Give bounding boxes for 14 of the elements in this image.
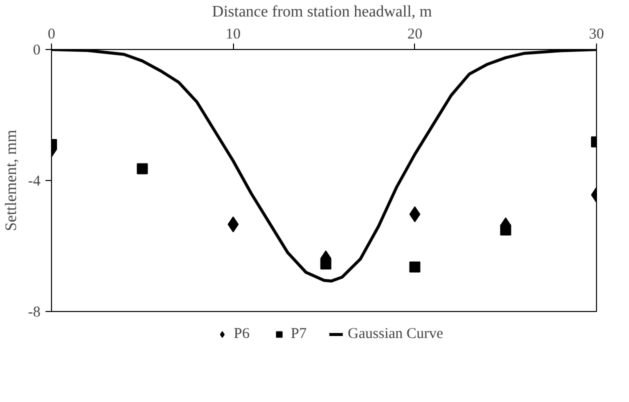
- y-axis-title: Settlement, mm: [3, 129, 20, 232]
- legend-label: Gaussian Curve: [348, 326, 444, 342]
- legend-label: P7: [290, 326, 308, 342]
- point: [409, 261, 420, 272]
- y-tick-label: -4: [28, 174, 41, 190]
- legend-label: P6: [234, 326, 251, 342]
- x-tick-label: 10: [226, 26, 241, 42]
- x-axis-title: Distance from station headwall, m: [212, 4, 433, 20]
- x-tick-label: 20: [407, 26, 422, 42]
- point: [320, 258, 332, 270]
- y-tick-label: -8: [28, 304, 41, 320]
- x-tick-label: 30: [589, 26, 604, 42]
- x-tick-label: 0: [48, 26, 56, 42]
- y-tick-label: 0: [33, 42, 40, 58]
